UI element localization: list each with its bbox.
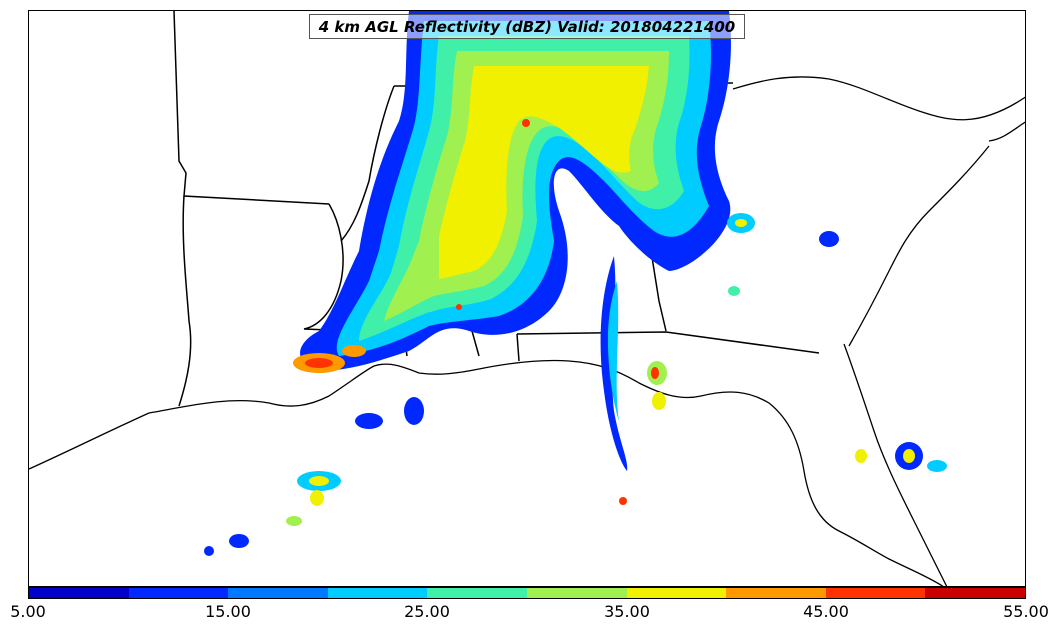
colorbar-tick-label: 45.00: [803, 602, 849, 621]
colorbar-segment: [427, 588, 527, 598]
colorbar-segment: [128, 588, 229, 598]
radar-reflectivity: [204, 11, 947, 556]
colorbar-tick-label: 25.00: [404, 602, 450, 621]
colorbar: [28, 587, 1026, 599]
colorbar-segment: [925, 588, 1025, 598]
colorbar-tick-label: 15.00: [205, 602, 251, 621]
colorbar-segment: [228, 588, 328, 598]
colorbar-segment: [526, 588, 627, 598]
colorbar-segment: [327, 588, 428, 598]
colorbar-segment: [29, 588, 129, 598]
coastline: [29, 76, 1025, 586]
colorbar-tick-label: 5.00: [10, 602, 46, 621]
colorbar-segment: [726, 588, 826, 598]
reflectivity-map: [29, 11, 1025, 586]
map-panel: [28, 10, 1026, 587]
colorbar-segment: [825, 588, 926, 598]
colorbar-tick-label: 55.00: [1003, 602, 1049, 621]
map-title: 4 km AGL Reflectivity (dBZ) Valid: 20180…: [309, 14, 745, 39]
colorbar-tick-label: 35.00: [604, 602, 650, 621]
colorbar-segment: [626, 588, 727, 598]
